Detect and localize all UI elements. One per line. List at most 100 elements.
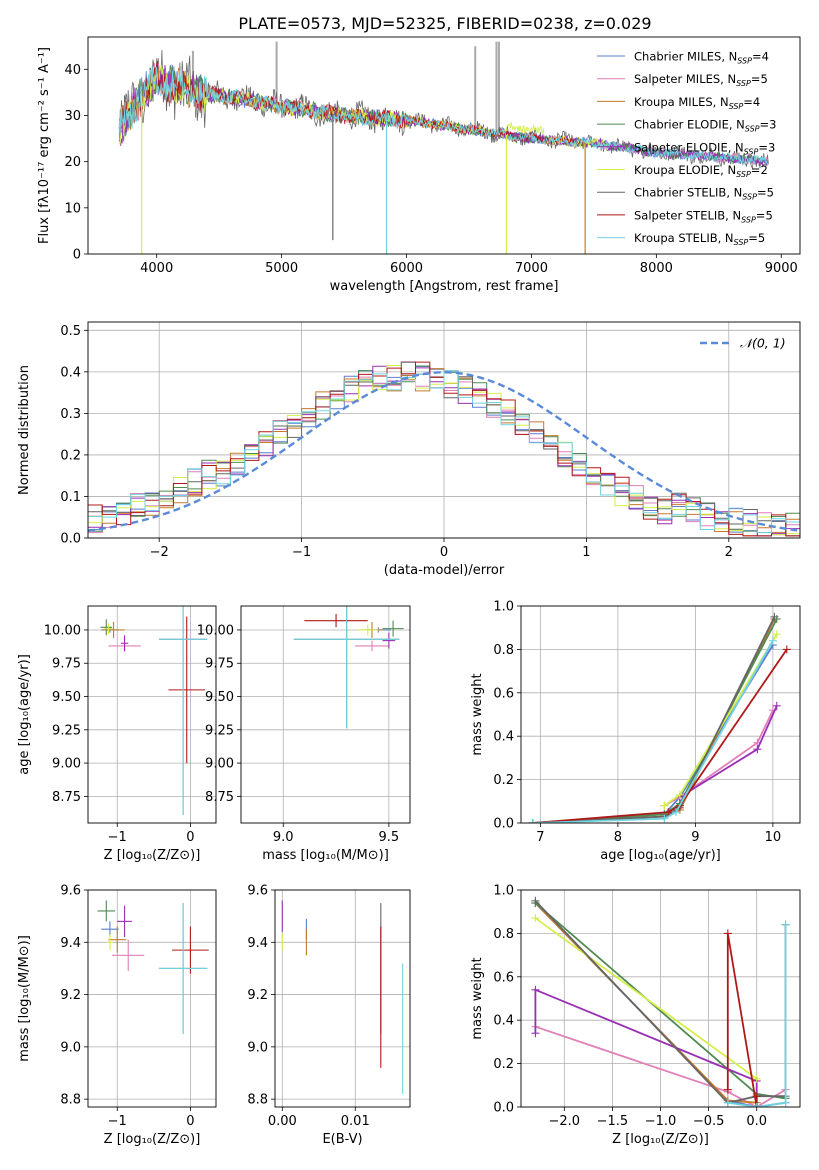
residuals-ytick-label-3: 0.3 bbox=[60, 407, 81, 422]
age_vs_mass-xlabel: mass [log₁₀(M/M⊙)] bbox=[262, 848, 389, 863]
hist-kroupa_stelib bbox=[88, 370, 800, 534]
spectrum-xtick-label-0: 4000 bbox=[140, 261, 173, 276]
weight_vs_age-series-kroupa_stelib bbox=[532, 640, 774, 823]
residuals-ytick-label-5: 0.5 bbox=[60, 324, 81, 339]
residuals-ylabel: Normed distribution bbox=[17, 365, 32, 495]
weight_vs_age-marker-kroupa_stelib-2 bbox=[672, 808, 680, 817]
weight_vs_z-ytick-label-5: 1.0 bbox=[493, 884, 514, 899]
residuals-ytick-label-4: 0.4 bbox=[60, 365, 81, 380]
mass_vs_z-point-chabrier_elodie bbox=[97, 900, 116, 922]
weight_vs_z-frame: −2.0 −1.5 −1.0 −0.5 0.0 0.0 0.2 0.4 0.6 0.8 1.0 Z [… bbox=[470, 884, 801, 1147]
weight_vs_age-ytick-label-0: 0.0 bbox=[493, 817, 514, 832]
age_vs_z-point-salpeter_elodie bbox=[120, 635, 129, 652]
residuals-legend: 𝒩(0, 1) bbox=[700, 336, 786, 351]
mass_vs_ebv-ytick-label-2: 9.2 bbox=[247, 988, 268, 1003]
spectrum-axes-frame bbox=[87, 36, 801, 255]
residuals-ytick-label-1: 0.1 bbox=[60, 490, 81, 505]
age_vs_mass-axes-frame bbox=[240, 605, 411, 824]
weight_vs_z-marker-salpeter_elodie-0 bbox=[531, 1029, 540, 1038]
age_vs_mass-point-chabrier_elodie bbox=[382, 620, 404, 637]
weight_vs_z-xtick-label-0: −2.0 bbox=[549, 1114, 581, 1129]
age_vs_z-ylabel: age [log₁₀(age/yr)] bbox=[17, 654, 32, 775]
age_vs_mass-ytick-label-1: 9.00 bbox=[205, 757, 234, 772]
legend-label-salpeter_miles: Salpeter MILES, NSSP=5 bbox=[634, 72, 768, 88]
weight_vs_age-marker-kroupa_stelib-1 bbox=[660, 814, 669, 823]
mass_vs_z-axes-frame bbox=[87, 889, 217, 1108]
mass_vs_z-ytick-label-1: 9.0 bbox=[60, 1040, 81, 1055]
mass_vs_ebv-axes-frame bbox=[274, 889, 411, 1108]
legend-label-salpeter_stelib: Salpeter STELIB, NSSP=5 bbox=[634, 208, 773, 224]
residuals-xtick-label-0: −2 bbox=[150, 545, 169, 560]
mass_vs_z-ytick-label-2: 9.2 bbox=[60, 988, 81, 1003]
age_vs_z-ytick-label-1: 9.00 bbox=[52, 757, 81, 772]
mass_vs_z-ytick-label-4: 9.6 bbox=[60, 884, 81, 899]
weight_vs_age-marker-kroupa_stelib-0 bbox=[528, 819, 537, 823]
age_vs_z-point-kroupa_stelib bbox=[158, 606, 208, 816]
weight_vs_z-marker-kroupa_stelib-3 bbox=[781, 920, 790, 929]
weight_vs_z-series-kroupa_elodie bbox=[534, 917, 758, 1080]
weight_vs_z-marker-chabrier_stelib-0 bbox=[531, 896, 540, 905]
age_vs_mass-axes: 9.0 9.5 8.75 9.00 9.25 9.50 9.75 10.00 mass [log… bbox=[197, 605, 411, 863]
legend-label-chabrier_elodie: Chabrier ELODIE, NSSP=3 bbox=[634, 118, 776, 134]
age_vs_z-point-chabrier_elodie bbox=[100, 619, 113, 636]
spectrum-ytick-label-1: 10 bbox=[64, 201, 81, 216]
spectrum-ytick-label-0: 0 bbox=[73, 248, 81, 263]
weight_vs_z-ytick-label-0: 0.0 bbox=[493, 1101, 514, 1116]
mass_vs_z-point-kroupa_elodie bbox=[106, 934, 114, 951]
weight_vs_z-marker-salpeter_stelib-0 bbox=[723, 1085, 732, 1094]
weight_vs_z-marker-kroupa_stelib-2 bbox=[781, 1098, 790, 1107]
mass_vs_ebv-xtick-label-0: 0.00 bbox=[268, 1114, 297, 1129]
weight_vs_age-axes-frame bbox=[520, 605, 801, 824]
weight_vs_age-marker-salpeter_stelib-3 bbox=[782, 645, 791, 654]
mass_vs_z-point-salpeter_stelib bbox=[172, 926, 209, 974]
age_vs_z-plot-area bbox=[100, 606, 208, 816]
weight_vs_age-xlabel: age [log₁₀(age/yr)] bbox=[600, 848, 721, 863]
spectrum-ytick-label-3: 30 bbox=[64, 109, 81, 124]
mass_vs_z-xtick-label-0: −1 bbox=[108, 1114, 127, 1129]
weight_vs_age-axes: 7 8 9 10 0.0 0.2 0.4 0.6 0.8 1.0 age [log₁₀(age/yr… bbox=[470, 600, 801, 863]
weight_vs_age-plot-area bbox=[528, 612, 791, 823]
mass_vs_z-plot-area bbox=[97, 900, 209, 1034]
weight_vs_z-plot-area bbox=[531, 896, 790, 1107]
normal-legend-label: 𝒩(0, 1) bbox=[740, 336, 786, 351]
mass_vs_ebv-axes: 0.00 0.01 8.8 9.0 9.2 9.4 9.6 E(B-V) bbox=[247, 884, 411, 1147]
residuals-ytick-label-0: 0.0 bbox=[60, 532, 81, 547]
spectrum-xtick-label-3: 7000 bbox=[515, 261, 548, 276]
weight_vs_age-marker-salpeter_stelib-1 bbox=[664, 808, 673, 817]
mass_vs_ebv-xtick-label-1: 0.01 bbox=[341, 1114, 370, 1129]
age_vs_mass-point-kroupa_elodie bbox=[357, 624, 379, 636]
age_vs_z-ytick-label-3: 9.50 bbox=[52, 690, 81, 705]
figure-title: PLATE=0573, MJD=52325, FIBERID=0238, z=0… bbox=[238, 14, 651, 33]
residuals-xtick-label-3: 1 bbox=[582, 545, 590, 560]
age_vs_z-point-salpeter_stelib bbox=[168, 616, 206, 764]
mass_vs_z-point-kroupa_miles bbox=[108, 926, 127, 953]
spectrum-legend: Chabrier MILES, NSSP=4 Salpeter MILES, NS… bbox=[597, 50, 776, 247]
mass_vs_ebv-frame: 0.00 0.01 8.8 9.0 9.2 9.4 9.6 E(B-V) bbox=[247, 884, 411, 1147]
mass_vs_z-ytick-label-0: 8.8 bbox=[60, 1093, 81, 1108]
weight_vs_age-marker-kroupa_elodie-1 bbox=[675, 790, 684, 799]
legend-label-kroupa_miles: Kroupa MILES, NSSP=4 bbox=[634, 95, 760, 111]
spectrum-xtick-label-5: 9000 bbox=[765, 261, 798, 276]
mass_vs_ebv-ytick-label-0: 8.8 bbox=[247, 1093, 268, 1108]
spectrum-xlabel: wavelength [Angstrom, rest frame] bbox=[330, 279, 559, 294]
weight_vs_age-marker-kroupa_elodie-0 bbox=[660, 801, 669, 810]
mass_vs_z-point-kroupa_stelib bbox=[158, 903, 208, 1034]
weight_vs_age-marker-salpeter_elodie-1 bbox=[753, 745, 762, 754]
weight_vs_z-xtick-label-4: 0.0 bbox=[746, 1114, 767, 1129]
normal-curve bbox=[88, 371, 798, 532]
mass_vs_z-point-salpeter_miles bbox=[112, 939, 145, 972]
age_vs_z-frame: −1 0 8.75 9.00 9.25 9.50 9.75 10.00 Z [log₁₀(Z/Z… bbox=[17, 605, 217, 863]
age_vs_mass-ytick-label-4: 9.75 bbox=[205, 657, 234, 672]
weight_vs_z-ytick-label-1: 0.2 bbox=[493, 1057, 514, 1072]
age_vs_mass-ytick-label-5: 10.00 bbox=[197, 623, 234, 638]
weight_vs_age-ylabel: mass weight bbox=[470, 673, 485, 755]
legend-label-chabrier_stelib: Chabrier STELIB, NSSP=5 bbox=[634, 186, 774, 202]
legend-label-kroupa_elodie: Kroupa ELODIE, NSSP=2 bbox=[634, 163, 768, 179]
spectrum-xtick-label-4: 8000 bbox=[640, 261, 673, 276]
mass_vs_z-xtick-label-1: 0 bbox=[186, 1114, 194, 1129]
spectrum-ytick-label-2: 20 bbox=[64, 155, 81, 170]
weight_vs_z-marker-kroupa_elodie-0 bbox=[531, 914, 540, 923]
weight_vs_age-frame: 7 8 9 10 0.0 0.2 0.4 0.6 0.8 1.0 age [log₁₀(age/yr… bbox=[470, 600, 801, 863]
weight_vs_z-marker-salpeter_stelib-1 bbox=[723, 929, 732, 938]
